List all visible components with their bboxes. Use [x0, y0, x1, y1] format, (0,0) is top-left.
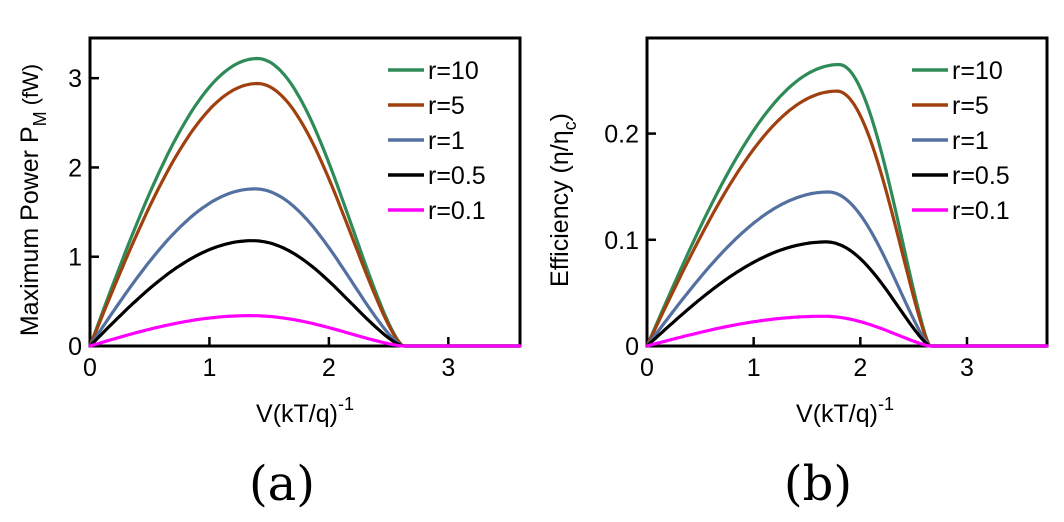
- panel-a-legend-label: r=0.1: [428, 197, 486, 225]
- panel-a-x-axis-label: V(kT/q)-1: [256, 394, 354, 428]
- panel-b-legend-label: r=0.1: [952, 197, 1010, 225]
- panel-b-label: (b): [784, 456, 852, 512]
- panel-b-legend-label: r=0.5: [952, 162, 1010, 190]
- panel-a-y-tick-label: 1: [68, 244, 82, 272]
- panel-a-chart: 0 1 2 3 0 1 2 3 r=10 r=5 r=1 r=0.5 r=0.1 V(kT/q)-1…: [16, 36, 522, 512]
- panel-a-x-tick-label: 0: [83, 354, 97, 382]
- panel-b-y-axis-label: Efficiency (η/ηc): [546, 113, 580, 287]
- panel-b-legend-label: r=10: [952, 57, 1003, 85]
- panel-b-legend-label: r=5: [952, 92, 989, 120]
- panel-b-x-tick-label: 2: [853, 354, 867, 382]
- panel-b-y-tick-label: 0.1: [604, 227, 639, 255]
- panel-a-legend-label: r=10: [428, 57, 479, 85]
- panel-b-chart: 0 0.1 0.2 0 1 2 3 r=10 r=5 r=1 r=0.5 r=0.1 V(kT/q…: [546, 36, 1049, 512]
- panel-a-y-tick-label: 2: [68, 154, 82, 182]
- panel-a-y-tick-label: 3: [68, 65, 82, 93]
- panel-b-x-axis-label: V(kT/q)-1: [796, 394, 894, 428]
- panel-b-x-tick-label: 0: [640, 354, 654, 382]
- panel-a-x-tick-label: 1: [202, 354, 216, 382]
- panel-a-label: (a): [249, 456, 315, 512]
- panel-a-legend-label: r=1: [428, 127, 465, 155]
- panel-a-y-tick-label: 0: [68, 333, 82, 361]
- panel-b-x-tick-label: 3: [960, 354, 974, 382]
- panel-a-x-tick-label: 2: [322, 354, 336, 382]
- panel-a-plot-frame: [88, 36, 522, 348]
- panel-b-y-tick-label: 0: [625, 333, 639, 361]
- panel-b-legend-label: r=1: [952, 127, 989, 155]
- panel-a-series-r-0-1: [88, 314, 522, 348]
- panel-b-plot-frame: [645, 36, 1049, 348]
- panel-b-y-tick-label: 0.2: [604, 121, 639, 149]
- panel-a-legend-label: r=0.5: [428, 162, 486, 190]
- panel-a-legend-label: r=5: [428, 92, 465, 120]
- panel-a-x-tick-label: 3: [441, 354, 455, 382]
- panel-b-series-r-0-1: [645, 314, 1049, 348]
- panel-a-y-axis-label: Maximum Power PM(fW): [16, 64, 50, 336]
- panel-b-x-tick-label: 1: [747, 354, 761, 382]
